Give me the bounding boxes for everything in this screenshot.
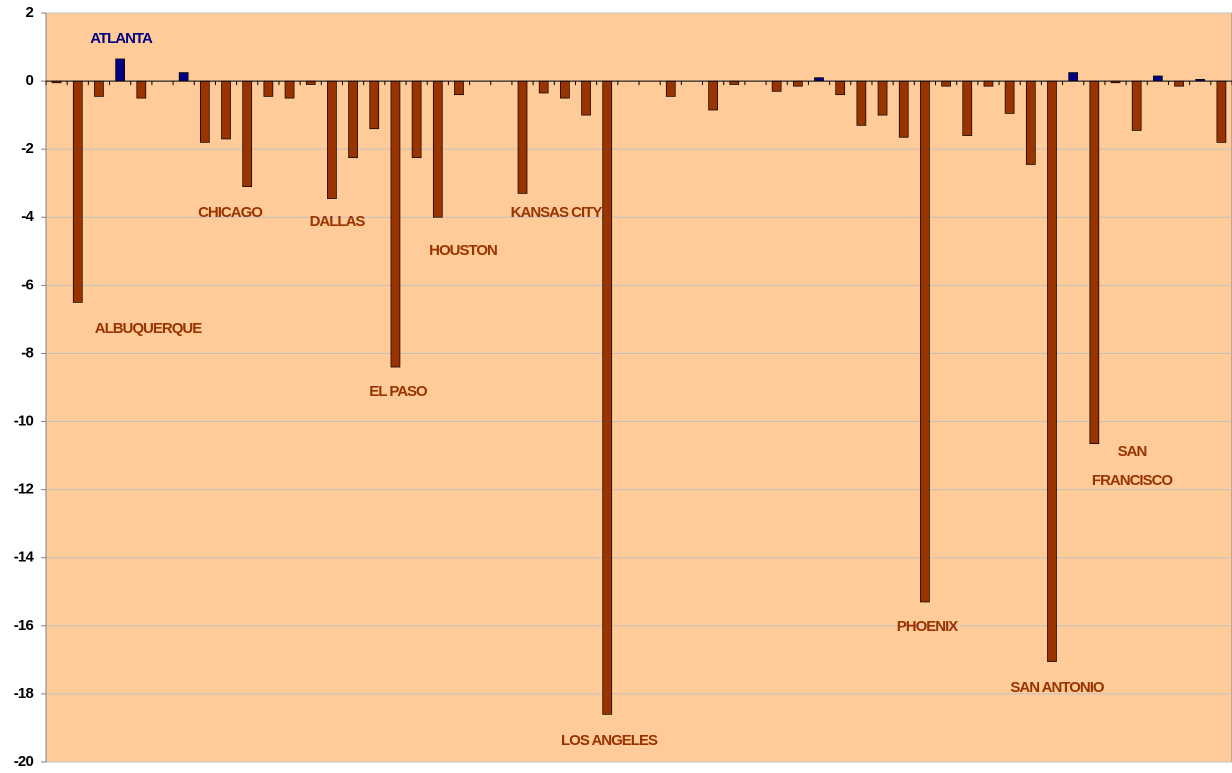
bar xyxy=(877,80,888,116)
bar xyxy=(856,80,867,126)
category-label: PHOENIX xyxy=(896,618,959,635)
bar xyxy=(1068,72,1079,82)
bar xyxy=(1131,80,1142,131)
y-tick-label: -16 xyxy=(14,617,34,634)
bar xyxy=(305,80,316,85)
bar xyxy=(729,80,740,85)
bar xyxy=(581,80,591,116)
bar xyxy=(1089,80,1100,445)
bar xyxy=(1216,80,1227,143)
y-tick-label: -8 xyxy=(21,344,33,361)
y-tick-label: -18 xyxy=(14,685,34,702)
category-label: ATLANTA xyxy=(90,30,153,47)
bar xyxy=(263,80,274,97)
category-label: SAN ANTONIO xyxy=(1010,679,1104,696)
bar xyxy=(1174,80,1184,87)
category-label: EL PASO xyxy=(369,383,427,400)
y-tick-label: 0 xyxy=(25,72,33,89)
y-tick-label: -12 xyxy=(14,481,34,498)
bar xyxy=(920,80,930,603)
bar xyxy=(94,80,104,97)
bar xyxy=(962,80,973,136)
category-label: ALBUQUERQUE xyxy=(94,320,203,337)
bar xyxy=(1047,80,1057,662)
bar xyxy=(835,80,846,96)
category-label: KANSAS CITY xyxy=(510,204,603,221)
bar xyxy=(941,80,951,87)
category-label: CHICAGO xyxy=(198,204,263,221)
bar xyxy=(411,80,422,159)
bar xyxy=(178,72,189,82)
y-tick-label: -14 xyxy=(14,549,35,566)
bar xyxy=(708,80,718,111)
bar xyxy=(538,80,549,94)
bar xyxy=(284,80,295,99)
bar xyxy=(1025,80,1036,165)
bar xyxy=(369,80,380,130)
bar xyxy=(115,58,125,82)
category-label: HOUSTON xyxy=(429,242,498,259)
bar xyxy=(983,80,994,87)
category-label: DALLAS xyxy=(309,213,366,230)
bar xyxy=(348,80,358,159)
bar xyxy=(1153,75,1163,82)
bar xyxy=(432,80,443,218)
bar xyxy=(517,80,528,194)
bar xyxy=(602,80,613,715)
bar xyxy=(221,80,231,140)
bar xyxy=(199,80,210,143)
bar xyxy=(454,80,464,96)
bar xyxy=(72,80,83,303)
bar xyxy=(560,80,570,99)
bar xyxy=(665,80,676,97)
bar xyxy=(1004,80,1015,114)
bar xyxy=(242,80,253,187)
bar xyxy=(792,80,803,87)
y-tick-label: -20 xyxy=(14,753,34,770)
category-label: SAN FRANCISCO xyxy=(1091,443,1173,489)
y-tick-label: -4 xyxy=(21,208,34,225)
y-tick-label: -6 xyxy=(21,276,33,293)
category-label: LOS ANGELES xyxy=(561,732,658,749)
y-tick-label: -10 xyxy=(14,413,34,430)
y-tick-label: -2 xyxy=(21,140,33,157)
bar xyxy=(327,80,337,199)
y-tick-label: 2 xyxy=(25,4,33,21)
bar xyxy=(771,80,782,92)
bar xyxy=(814,77,824,82)
bar xyxy=(136,80,147,99)
bar xyxy=(898,80,909,138)
